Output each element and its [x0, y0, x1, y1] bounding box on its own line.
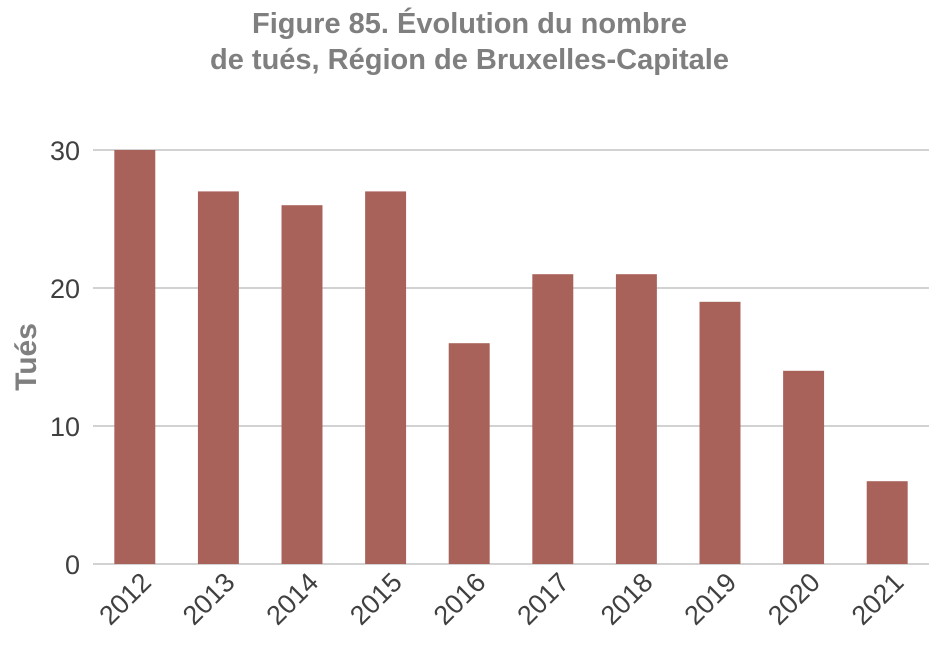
x-tick-label: 2012 [93, 567, 157, 631]
bar-2021 [866, 481, 908, 564]
bar-2019 [699, 301, 741, 564]
bars [114, 150, 908, 564]
bar-2014 [281, 205, 323, 564]
chart-title: Figure 85. Évolution du nombre de tués, … [0, 6, 939, 78]
chart-title-line-1: Figure 85. Évolution du nombre [251, 8, 688, 40]
y-axis-label: Tués [10, 323, 43, 391]
x-tick-label: 2016 [428, 567, 492, 631]
x-tick-label: 2013 [177, 567, 241, 631]
x-tick-label: 2018 [595, 567, 659, 631]
bar-2015 [365, 191, 407, 564]
y-tick-label: 30 [50, 136, 80, 166]
x-tick-label: 2020 [762, 567, 826, 631]
bar-2013 [197, 191, 239, 564]
y-tick-label: 0 [65, 550, 80, 580]
y-axis-ticks: 0 10 20 30 [50, 136, 80, 580]
y-tick-label: 20 [50, 274, 80, 304]
x-tick-label: 2014 [261, 567, 325, 631]
y-tick-label: 10 [50, 412, 80, 442]
bar-2017 [532, 274, 574, 564]
bar-2012 [114, 150, 156, 564]
bar-2016 [448, 343, 490, 564]
x-tick-label: 2017 [511, 567, 575, 631]
bar-2018 [615, 274, 657, 564]
x-tick-label: 2019 [679, 567, 743, 631]
bar-2020 [783, 370, 825, 564]
chart-title-line-2: de tués, Région de Bruxelles-Capitale [210, 44, 729, 76]
x-axis-ticks: 2012 2013 2014 2015 2016 2017 2018 2019 2020 2021 [93, 567, 909, 631]
x-tick-label: 2021 [846, 567, 910, 631]
x-tick-label: 2015 [344, 567, 408, 631]
